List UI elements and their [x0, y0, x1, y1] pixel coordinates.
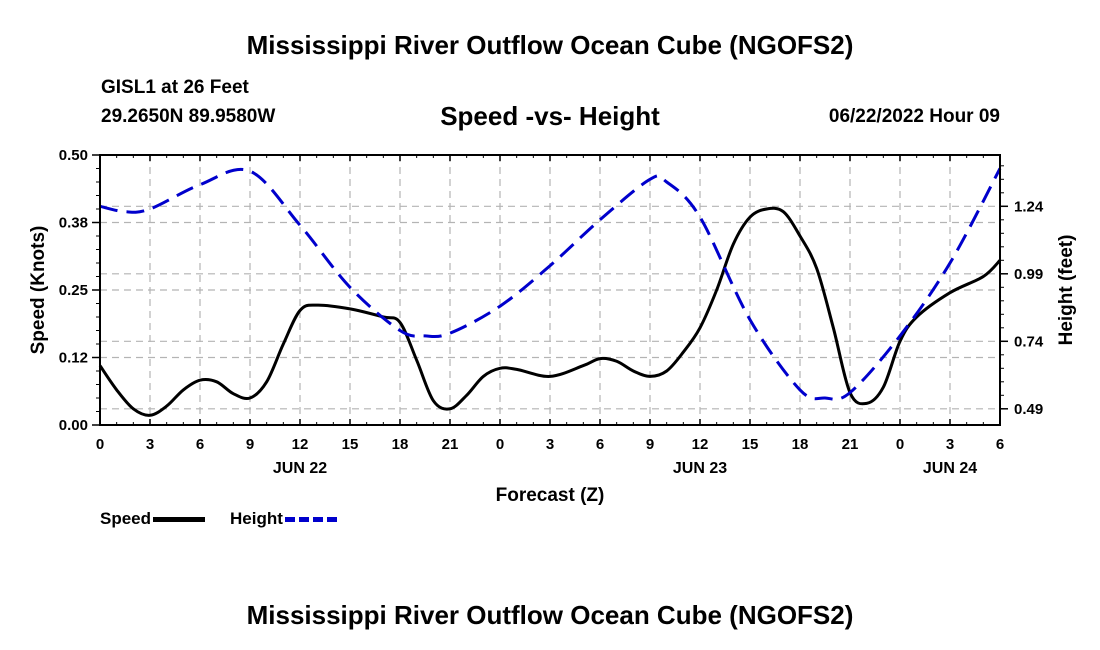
station-coordinates: 29.2650N 89.9580W	[101, 106, 276, 127]
y-axis-title: Speed (Knots)	[28, 226, 49, 355]
chart-title: Speed -vs- Height	[440, 101, 660, 131]
legend-speed-swatch	[153, 516, 206, 522]
x-tick-label: 12	[292, 436, 309, 453]
y2-tick-label: 0.74	[1014, 333, 1044, 350]
main-title: Mississippi River Outflow Ocean Cube (NG…	[246, 30, 854, 60]
legend-height-swatch	[284, 516, 337, 522]
x-tick-label: 6	[596, 436, 604, 453]
x-tick-label: 21	[442, 436, 459, 453]
series-height-line	[99, 167, 1002, 401]
y-tick-label: 0.38	[59, 215, 88, 232]
series-speed-line	[98, 206, 1002, 417]
x-tick-label: 6	[196, 436, 204, 453]
station-label: GISL1 at 26 Feet	[101, 77, 249, 98]
date-label: JUN 22	[273, 460, 327, 477]
footer-title: Mississippi River Outflow Ocean Cube (NG…	[246, 600, 854, 630]
forecast-datetime: 06/22/2022 Hour 09	[828, 106, 1000, 127]
x-tick-label: 3	[546, 436, 554, 453]
legend-speed: Speed	[100, 509, 206, 529]
axes: 0 3 6 9 12 15 18 21 0 3 6 9 12 15 18 21 0 3 6 JUN 22 JUN 23 J…	[28, 147, 1077, 506]
legend-speed-label: Speed	[100, 509, 152, 528]
date-label: JUN 23	[673, 460, 727, 477]
y2-tick-label: 0.49	[1014, 401, 1043, 418]
x-tick-label: 12	[692, 436, 709, 453]
legend-height: Height	[230, 509, 337, 529]
x-tick-label: 0	[496, 436, 504, 453]
y-tick-label: 0.25	[59, 282, 88, 299]
legend-height-label: Height	[230, 509, 283, 528]
x-tick-label: 18	[392, 436, 409, 453]
x-tick-label: 3	[946, 436, 954, 453]
x-tick-label: 6	[996, 436, 1004, 453]
date-label: JUN 24	[923, 460, 977, 477]
x-tick-label: 18	[792, 436, 809, 453]
y-tick-label: 0.50	[59, 147, 88, 164]
series-layer	[98, 167, 1002, 417]
x-tick-label: 0	[96, 436, 104, 453]
x-tick-label: 3	[146, 436, 154, 453]
x-tick-label: 21	[842, 436, 859, 453]
x-tick-label: 9	[246, 436, 254, 453]
x-tick-label: 9	[646, 436, 654, 453]
y-tick-label: 0.12	[59, 350, 88, 367]
x-tick-label: 15	[742, 436, 759, 453]
y2-tick-label: 0.99	[1014, 266, 1043, 283]
x-axis-title: Forecast (Z)	[496, 485, 605, 506]
x-tick-label: 0	[896, 436, 904, 453]
y2-axis-title: Height (feet)	[1056, 235, 1077, 346]
y-tick-label: 0.00	[59, 417, 88, 434]
y2-tick-label: 1.24	[1014, 198, 1044, 215]
x-tick-label: 15	[342, 436, 359, 453]
grid	[100, 155, 1000, 425]
